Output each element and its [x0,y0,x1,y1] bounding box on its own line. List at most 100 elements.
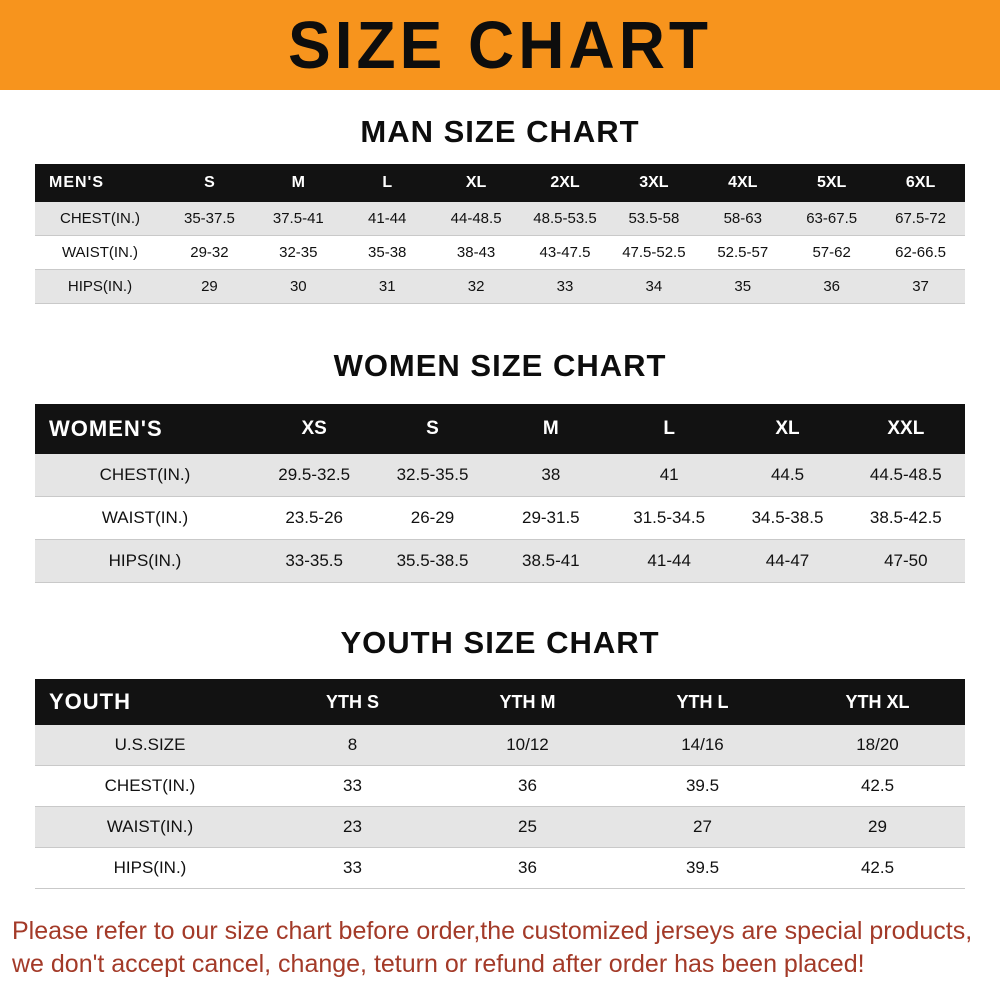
table-row: WAIST(IN.) 29-32 32-35 35-38 38-43 43-47.5 47.… [35,236,965,270]
measurement-cell: 38-43 [456,244,496,261]
table-row: CHEST(IN.) 35-37.5 37.5-41 41-44 44-48.5 48.5… [35,202,965,236]
size-header-cell: L [382,174,393,191]
size-header-cell: XL [775,418,800,439]
table-row: HIPS(IN.) 33 36 39.5 42.5 [35,848,965,889]
measurement-cell: 32 [467,278,485,295]
row-label-cell: HIPS(IN.) [113,858,187,877]
measurement-cell: 42.5 [860,776,895,795]
row-label-cell: CHEST(IN.) [60,210,140,227]
measurement-cell: 43-47.5 [539,244,591,261]
measurement-cell: 41 [659,465,679,484]
measurement-cell: 42.5 [860,858,895,877]
table-row: HIPS(IN.) 29 30 31 32 33 34 35 36 37 [35,270,965,304]
measurement-cell: 37.5-41 [272,210,324,227]
size-header-cell: L [663,418,675,439]
measurement-cell: 36 [518,776,537,795]
measurement-cell: 26-29 [410,508,455,527]
measurement-cell: 48.5-53.5 [533,210,597,227]
measurement-cell: 29 [201,278,218,295]
measurement-cell: 31 [378,278,396,295]
size-header-cell: S [426,418,439,439]
size-header-cell: XS [301,418,327,439]
women-section: WOMEN SIZE CHART WOMEN'S XS S M L XL XXL CHEST(… [0,304,1000,583]
size-header-cell: 4XL [728,174,758,191]
table-header-row: YOUTH YTH S YTH M YTH L YTH XL [35,679,965,725]
size-header-cell: S [204,174,215,191]
measurement-cell: 39.5 [685,858,720,877]
measurement-cell: 23 [343,817,362,836]
measurement-cell: 29.5-32.5 [278,465,351,484]
size-header-cell: 6XL [905,174,936,191]
page-title: SIZE CHART [288,7,712,83]
measurement-cell: 44-47 [765,551,810,570]
size-header-cell: YTH S [325,691,379,712]
measurement-cell: 67.5-72 [895,210,946,227]
measurement-cell: 29-31.5 [521,508,580,527]
size-header-cell: M [542,418,559,439]
footer-note: Please refer to our size chart before or… [0,915,1000,981]
men-size-table: MEN'S S M L XL 2XL 3XL 4XL 5XL 6XL CHEST(IN.) 35-37… [35,164,965,304]
measurement-cell: 39.5 [685,776,720,795]
table-row: CHEST(IN.) 33 36 39.5 42.5 [35,766,965,807]
size-header-cell: XXL [887,418,925,439]
table-row: U.S.SIZE 8 10/12 14/16 18/20 [35,725,965,766]
measurement-cell: 41-44 [368,210,407,227]
measurement-cell: 8 [347,735,358,754]
measurement-cell: 35 [734,278,752,295]
measurement-cell: 38 [541,465,561,484]
youth-section-heading: YOUTH SIZE CHART [340,625,660,660]
measurement-cell: 32-35 [279,244,318,261]
women-section-heading: WOMEN SIZE CHART [333,348,667,383]
measurement-cell: 34.5-38.5 [751,508,824,527]
banner: SIZE CHART [0,0,1000,90]
measurement-cell: 14/16 [681,735,724,754]
size-header-cell: XL [465,174,487,191]
table-row: CHEST(IN.) 29.5-32.5 32.5-35.5 38 41 44.5 44.5… [35,454,965,497]
measurement-cell: 37 [912,278,929,295]
men-section-heading: MAN SIZE CHART [360,114,640,149]
measurement-cell: 44.5-48.5 [869,465,942,484]
row-label-cell: U.S.SIZE [114,735,186,754]
measurement-cell: 53.5-58 [628,210,680,227]
footer-note-line-1: Please refer to our size chart before or… [12,917,973,945]
measurement-cell: 29 [868,817,887,836]
table-title-cell: YOUTH [49,689,131,714]
measurement-cell: 30 [289,278,307,295]
table-row: WAIST(IN.) 23 25 27 29 [35,807,965,848]
measurement-cell: 32.5-35.5 [396,465,469,484]
footer-note-line-2: we don't accept cancel, change, teturn o… [12,950,865,978]
measurement-cell: 62-66.5 [895,244,946,261]
row-label-cell: CHEST(IN.) [99,465,191,484]
measurement-cell: 33-35.5 [285,551,343,570]
measurement-cell: 33 [343,858,362,877]
measurement-cell: 38.5-41 [521,551,580,570]
size-header-cell: 3XL [639,174,669,191]
measurement-cell: 52.5-57 [717,244,769,261]
measurement-cell: 33 [556,278,574,295]
measurement-cell: 18/20 [856,735,899,754]
row-label-cell: WAIST(IN.) [106,817,194,836]
measurement-cell: 23.5-26 [285,508,343,527]
measurement-cell: 44-48.5 [450,210,502,227]
row-label-cell: WAIST(IN.) [61,244,139,261]
youth-size-table: YOUTH YTH S YTH M YTH L YTH XL U.S.SIZE 8 10/12… [35,679,965,889]
size-header-cell: 5XL [816,174,847,191]
table-title-cell: WOMEN'S [49,416,163,441]
measurement-cell: 47-50 [884,551,928,570]
row-label-cell: WAIST(IN.) [101,508,189,527]
measurement-cell: 63-67.5 [806,210,858,227]
measurement-cell: 31.5-34.5 [633,508,706,527]
youth-section: YOUTH SIZE CHART YOUTH YTH S YTH M YTH L YTH… [0,583,1000,889]
measurement-cell: 38.5-42.5 [869,508,942,527]
measurement-cell: 47.5-52.5 [622,244,686,261]
row-label-cell: CHEST(IN.) [104,776,196,795]
measurement-cell: 33 [343,776,362,795]
size-header-cell: 2XL [550,174,580,191]
measurement-cell: 36 [823,278,840,295]
measurement-cell: 44.5 [770,465,805,484]
size-header-cell: YTH M [499,691,556,712]
measurement-cell: 35-38 [368,244,407,261]
measurement-cell: 36 [518,858,537,877]
measurement-cell: 10/12 [506,735,549,754]
